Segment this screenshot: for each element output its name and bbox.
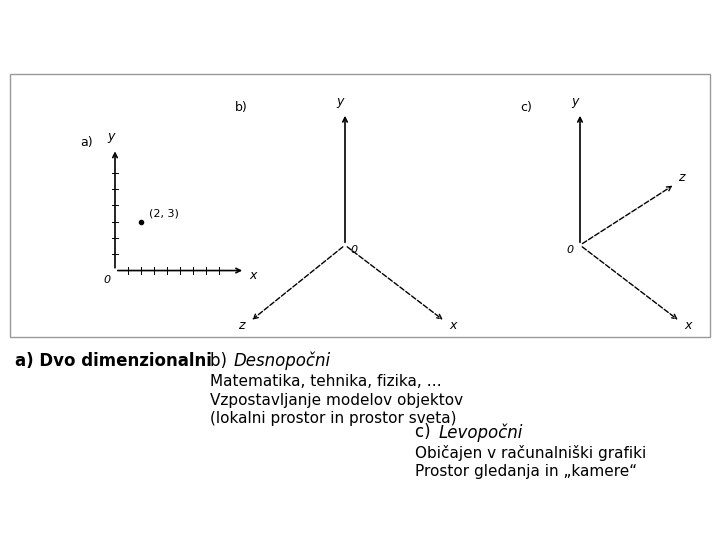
Text: x: x bbox=[249, 269, 256, 282]
Text: Desnoроčni: Desnoроčni bbox=[234, 352, 331, 370]
Text: 0: 0 bbox=[566, 245, 573, 255]
Text: Matematika, tehnika, fizika, …: Matematika, tehnika, fizika, … bbox=[210, 374, 442, 389]
Text: (lokalni prostor in prostor sveta): (lokalni prostor in prostor sveta) bbox=[210, 411, 456, 426]
Text: x: x bbox=[684, 319, 691, 332]
Text: z: z bbox=[678, 171, 685, 184]
Text: Prostor gledanja in „kamere“: Prostor gledanja in „kamere“ bbox=[415, 464, 637, 479]
Text: b): b) bbox=[210, 352, 233, 370]
Text: Koordinatni sistemi – nekaj osnov: Koordinatni sistemi – nekaj osnov bbox=[71, 17, 649, 45]
Text: 0: 0 bbox=[104, 275, 111, 285]
Text: y: y bbox=[571, 95, 579, 108]
Text: c): c) bbox=[520, 101, 532, 114]
Text: x: x bbox=[449, 319, 456, 332]
Text: y: y bbox=[107, 131, 114, 144]
Text: Levoроčni: Levoроčni bbox=[439, 423, 523, 442]
Text: Običajen v računalniški grafiki: Običajen v računalniški grafiki bbox=[415, 446, 647, 462]
Text: z: z bbox=[238, 319, 245, 332]
Text: b): b) bbox=[235, 101, 248, 114]
Text: a): a) bbox=[80, 137, 93, 150]
Text: (2, 3): (2, 3) bbox=[149, 208, 179, 219]
Text: Vzpostavljanje modelov objektov: Vzpostavljanje modelov objektov bbox=[210, 393, 463, 408]
Bar bbox=[10, 75, 710, 336]
Text: 0: 0 bbox=[350, 245, 357, 255]
Text: c): c) bbox=[415, 423, 436, 441]
Text: y: y bbox=[336, 95, 343, 108]
Text: a) Dvo dimenzionalni: a) Dvo dimenzionalni bbox=[15, 352, 212, 370]
